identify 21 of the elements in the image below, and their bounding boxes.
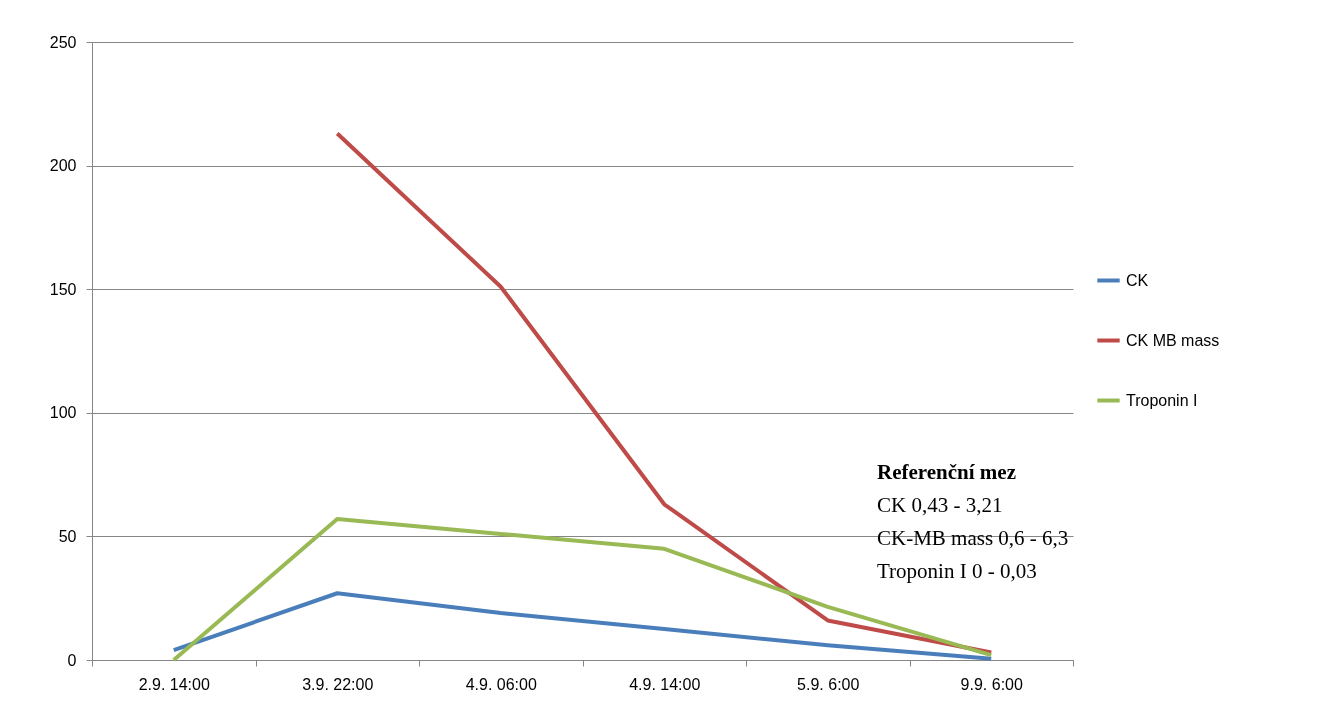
x-tick-label: 4.9. 06:00 <box>465 675 537 693</box>
annotation: Troponin I 0 - 0,03 <box>877 559 1037 583</box>
x-tick-label: 4.9. 14:00 <box>629 675 701 693</box>
y-tick-label: 250 <box>49 33 77 51</box>
annotation: CK-MB mass 0,6 - 6,3 <box>877 526 1069 550</box>
legend-label: Troponin I <box>1126 391 1198 409</box>
y-tick-label: 0 <box>67 651 77 669</box>
line-series <box>171 517 994 662</box>
y-tick-label: 200 <box>49 157 77 175</box>
annotation: CK 0,43 - 3,21 <box>877 493 1003 517</box>
x-tick-label: 9.9. 6:00 <box>960 675 1023 693</box>
line-series <box>171 591 994 661</box>
annotation: Referenční mez <box>877 460 1016 484</box>
legend-label: CK <box>1126 271 1149 289</box>
legend-label: CK MB mass <box>1126 331 1220 349</box>
y-tick-label: 50 <box>58 527 77 545</box>
y-tick-label: 100 <box>49 404 77 422</box>
y-tick-label: 150 <box>49 280 77 298</box>
x-tick-label: 2.9. 14:00 <box>138 675 210 693</box>
x-tick-label: 3.9. 22:00 <box>302 675 374 693</box>
x-tick-label: 5.9. 6:00 <box>797 675 860 693</box>
